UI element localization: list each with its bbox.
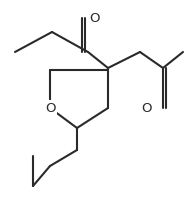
Text: O: O [90, 12, 100, 25]
Text: O: O [45, 102, 55, 115]
Text: O: O [142, 102, 152, 115]
